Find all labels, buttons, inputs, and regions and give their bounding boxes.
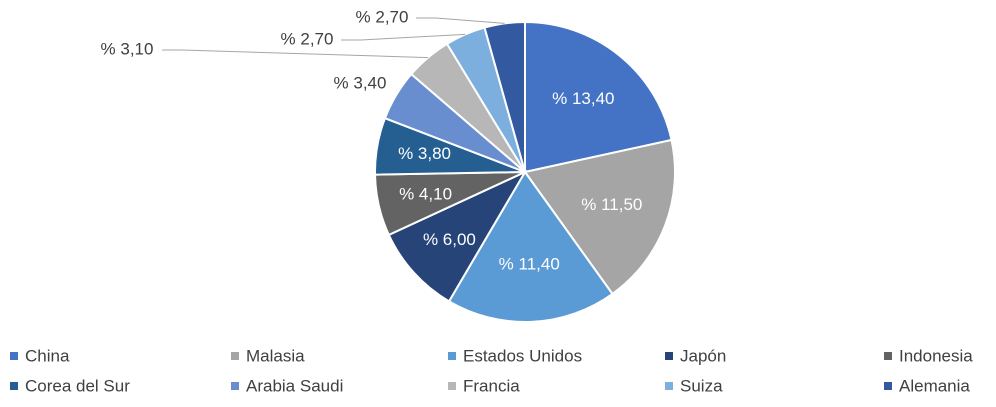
- legend-label: Francia: [463, 376, 520, 395]
- legend-swatch: [884, 352, 892, 360]
- data-label: % 3,10: [101, 39, 154, 58]
- legend-label: Alemania: [899, 376, 970, 395]
- legend-label: Malasia: [246, 346, 305, 365]
- data-label: % 11,50: [581, 195, 642, 214]
- legend-label: Corea del Sur: [25, 376, 130, 395]
- data-label: % 2,70: [281, 29, 334, 48]
- legend-label: Arabia Saudi: [246, 376, 343, 395]
- legend-swatch: [448, 382, 456, 390]
- pie-slice: [447, 170, 614, 323]
- pie-slice: [483, 20, 526, 173]
- data-label: % 6,00: [423, 230, 476, 249]
- legend-swatch: [231, 352, 239, 360]
- data-label: % 11,40: [499, 254, 560, 273]
- data-label: % 3,80: [398, 144, 451, 163]
- legend-label: Japón: [680, 346, 726, 365]
- data-label: % 3,40: [334, 73, 387, 92]
- legend-swatch: [448, 352, 456, 360]
- pie-slice: [387, 169, 528, 303]
- leader-line: [341, 33, 466, 41]
- leader-line: [162, 49, 429, 59]
- legend-swatch: [10, 382, 18, 390]
- legend-swatch: [665, 352, 673, 360]
- legend-swatch: [665, 382, 673, 390]
- legend-swatch: [884, 382, 892, 390]
- leader-line: [416, 17, 505, 24]
- data-label: % 13,40: [552, 89, 614, 108]
- pie-slice: [524, 20, 673, 174]
- data-label: % 2,70: [356, 7, 409, 26]
- pie-slice: [523, 138, 676, 296]
- legend-label: Estados Unidos: [463, 346, 582, 365]
- legend-label: Suiza: [680, 376, 723, 395]
- data-label: % 4,10: [399, 184, 452, 203]
- legend-label: China: [25, 346, 70, 365]
- legend-swatch: [10, 352, 18, 360]
- legend-label: Indonesia: [899, 346, 973, 365]
- legend-swatch: [231, 382, 239, 390]
